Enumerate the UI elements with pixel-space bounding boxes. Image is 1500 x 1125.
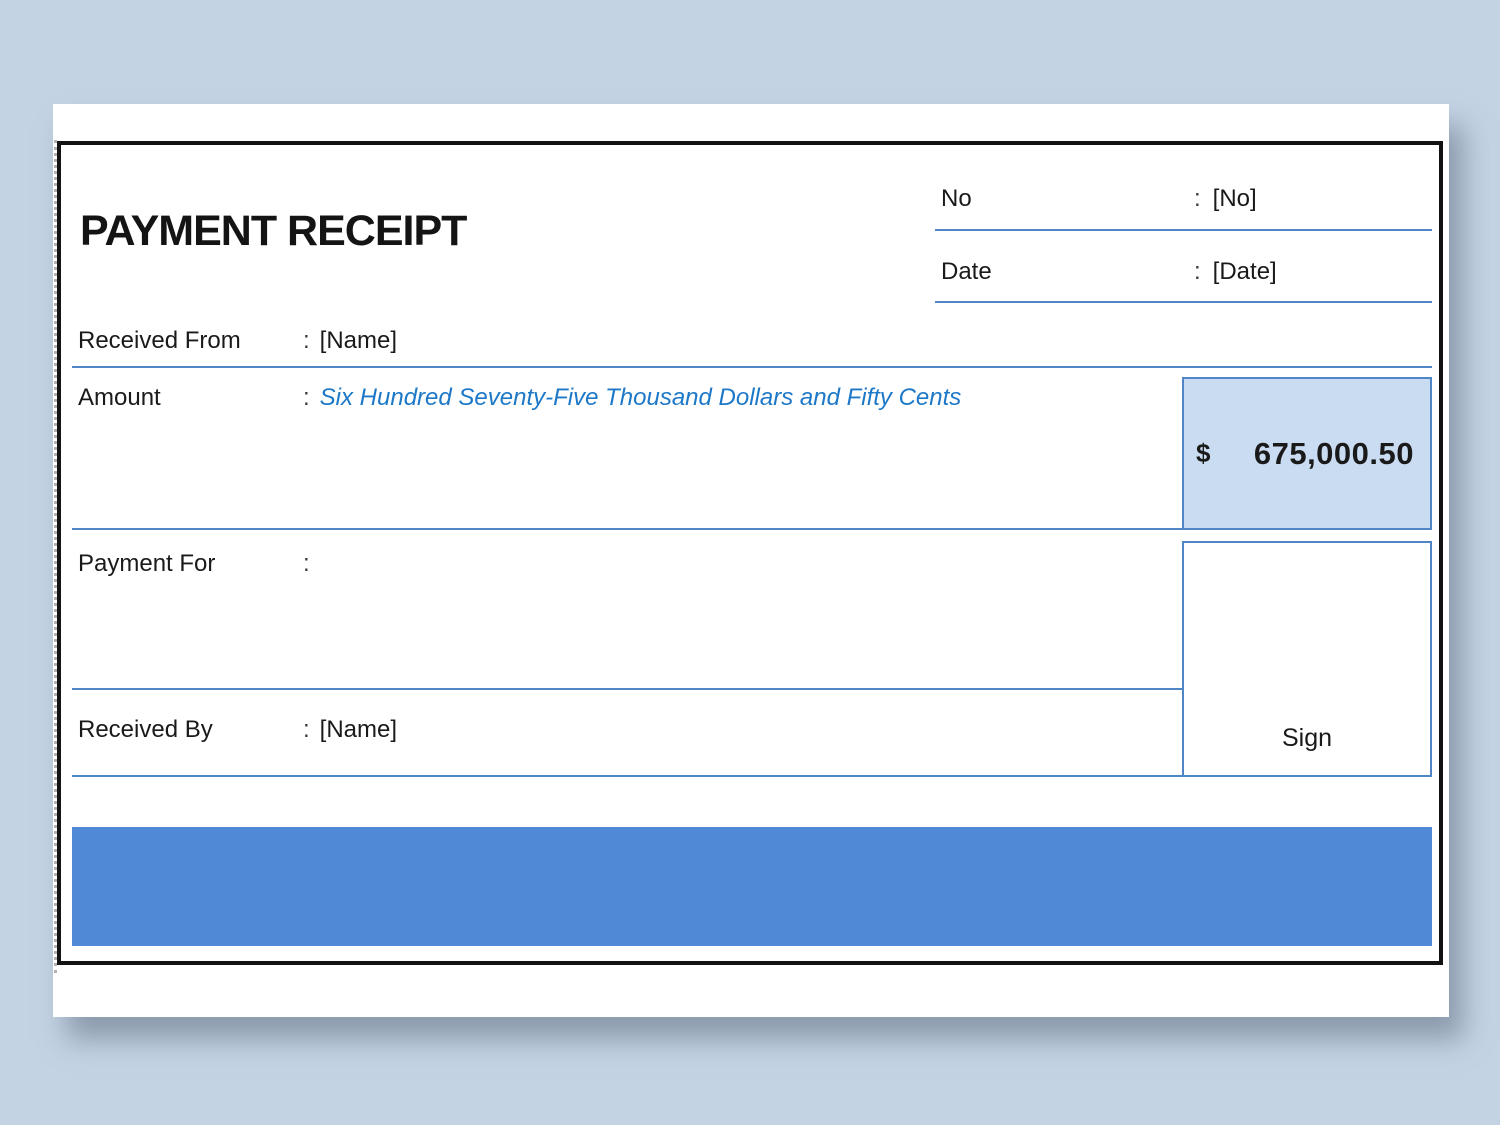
page-title: PAYMENT RECEIPT (80, 207, 467, 255)
received-by-value-field[interactable]: [Name] (319, 716, 398, 743)
date-label: Date (941, 258, 992, 285)
received-from-label: Received From (78, 327, 241, 354)
receipt-sheet: PAYMENT RECEIPT No : [No] Date : [Date] … (57, 141, 1443, 965)
footer-banner (72, 827, 1432, 946)
amount-separator: : (303, 384, 310, 411)
field-row-no: No : [No] (935, 145, 1432, 231)
received-by-separator: : (303, 716, 310, 743)
amount-numeric-value: 675,000.50 (1253, 435, 1414, 471)
date-separator: : (1194, 258, 1201, 285)
field-row-amount: Amount : Six Hundred Seventy-Five Thousa… (72, 368, 1432, 530)
date-value-field[interactable]: [Date] (1212, 258, 1277, 285)
signature-box[interactable]: Sign (1182, 541, 1432, 777)
perforated-edge (54, 140, 57, 973)
sign-label: Sign (1281, 724, 1333, 752)
received-from-value-field[interactable]: [Name] (319, 327, 398, 354)
received-by-label: Received By (78, 716, 213, 743)
receipt-page: PAYMENT RECEIPT No : [No] Date : [Date] … (53, 104, 1449, 1017)
header-fields: No : [No] Date : [Date] (935, 145, 1432, 303)
field-row-received-from: Received From : [Name] (72, 310, 1432, 368)
field-row-received-by: Received By : [Name] (72, 690, 1182, 777)
no-separator: : (1194, 185, 1201, 212)
payment-for-label: Payment For (78, 550, 216, 577)
field-row-date: Date : [Date] (935, 231, 1432, 303)
field-row-payment-for: Payment For : (72, 530, 1182, 690)
no-value-field[interactable]: [No] (1212, 185, 1257, 212)
payment-for-separator: : (303, 550, 310, 577)
receipt-body: Received From : [Name] Amount : Six Hund… (72, 310, 1432, 777)
no-label: No (941, 185, 972, 212)
amount-label: Amount (78, 384, 161, 411)
amount-numeric-box[interactable]: $ 675,000.50 (1182, 377, 1432, 530)
currency-symbol: $ (1196, 438, 1211, 468)
amount-in-words-field[interactable]: Six Hundred Seventy-Five Thousand Dollar… (319, 384, 962, 411)
received-from-separator: : (303, 327, 310, 354)
